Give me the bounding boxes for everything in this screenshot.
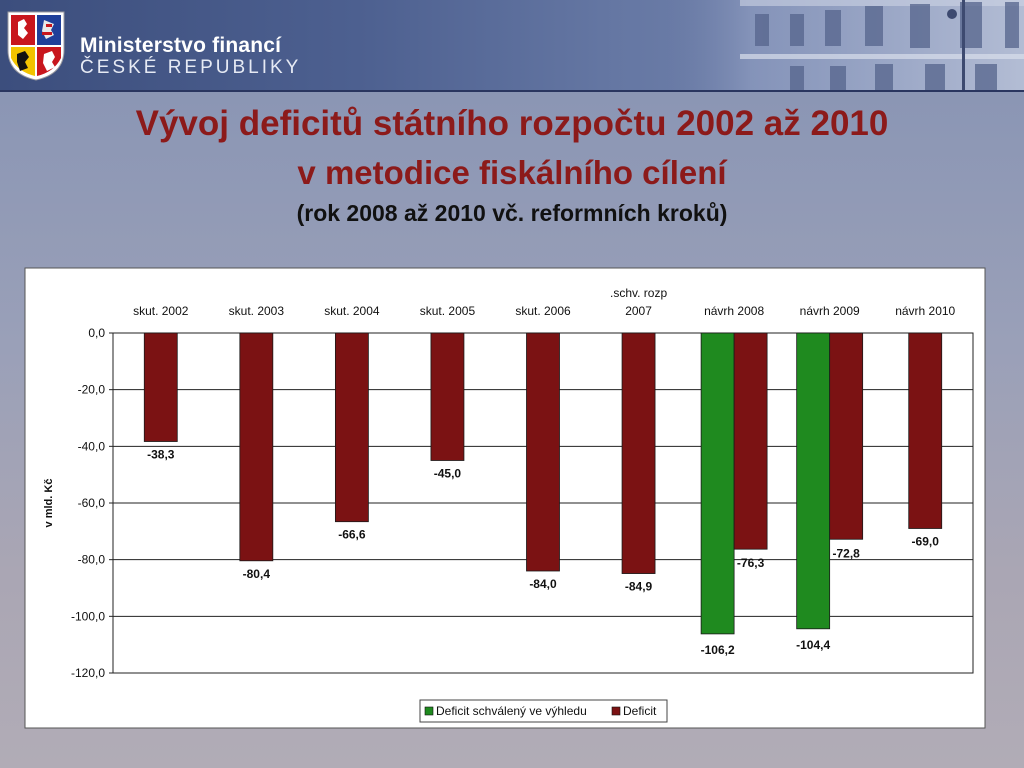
- data-label: -104,4: [796, 638, 830, 652]
- header-banner: Ministerstvo financí ČESKÉ REPUBLIKY: [0, 0, 1024, 92]
- legend-swatch-deficit: [611, 706, 621, 716]
- y-tick-label: 0,0: [88, 326, 105, 340]
- data-label: -76,3: [737, 556, 765, 570]
- category-label: návrh 2009: [800, 304, 860, 318]
- category-label: návrh 2010: [895, 304, 955, 318]
- building-photo-icon: [660, 0, 1024, 92]
- ministry-name: Ministerstvo financí: [80, 34, 282, 57]
- data-label: -84,9: [625, 580, 653, 594]
- bar-deficit: [143, 332, 178, 442]
- slide-title-line-1: Vývoj deficitů státního rozpočtu 2002 až…: [135, 104, 889, 143]
- data-label: -72,8: [832, 546, 860, 560]
- category-label: skut. 2006: [515, 304, 571, 318]
- bar-deficit: [526, 332, 560, 572]
- coat-of-arms-icon: [7, 11, 65, 81]
- data-label: -69,0: [912, 535, 940, 549]
- y-axis-label: v mld. Kč: [43, 479, 55, 528]
- y-tick-label: -60,0: [78, 496, 106, 510]
- data-label: -106,2: [701, 643, 735, 657]
- y-tick-label: -100,0: [71, 609, 105, 623]
- category-label: skut. 2002: [133, 304, 189, 318]
- legend: [419, 699, 668, 723]
- category-label: 2007: [625, 304, 652, 318]
- bar-deficit: [430, 332, 465, 461]
- slide-subtitle: (rok 2008 až 2010 vč. reformních kroků): [296, 200, 728, 226]
- data-label: -80,4: [243, 567, 271, 581]
- y-tick-label: -40,0: [78, 439, 106, 453]
- legend-label-approved: Deficit schválený ve výhledu: [436, 704, 587, 718]
- bar-deficit: [334, 332, 369, 523]
- category-label: skut. 2003: [229, 304, 285, 318]
- category-label: návrh 2008: [704, 304, 764, 318]
- y-tick-label: -20,0: [78, 383, 106, 397]
- legend-label-deficit: Deficit: [623, 704, 657, 718]
- category-label: .schv. rozp: [610, 286, 667, 300]
- y-tick-label: -120,0: [71, 666, 105, 680]
- data-label: -45,0: [434, 467, 462, 481]
- data-label: -38,3: [147, 448, 175, 462]
- category-label: skut. 2005: [420, 304, 476, 318]
- slide-title-line-2: v metodice fiskálního cílení: [297, 154, 727, 191]
- ministry-subtitle: ČESKÉ REPUBLIKY: [80, 57, 302, 78]
- category-label: skut. 2004: [324, 304, 380, 318]
- bar-deficit: [908, 332, 943, 529]
- data-label: -66,6: [338, 528, 366, 542]
- bar-deficit-approved: [796, 332, 831, 630]
- bar-deficit-approved: [700, 332, 735, 635]
- y-tick-label: -80,0: [78, 553, 106, 567]
- bar-deficit: [829, 332, 864, 540]
- bar-deficit: [621, 332, 656, 574]
- bar-deficit: [239, 332, 274, 562]
- legend-swatch-approved: [424, 706, 434, 716]
- data-label: -84,0: [529, 577, 557, 591]
- bar-deficit: [733, 332, 768, 550]
- header-divider: [0, 90, 1024, 92]
